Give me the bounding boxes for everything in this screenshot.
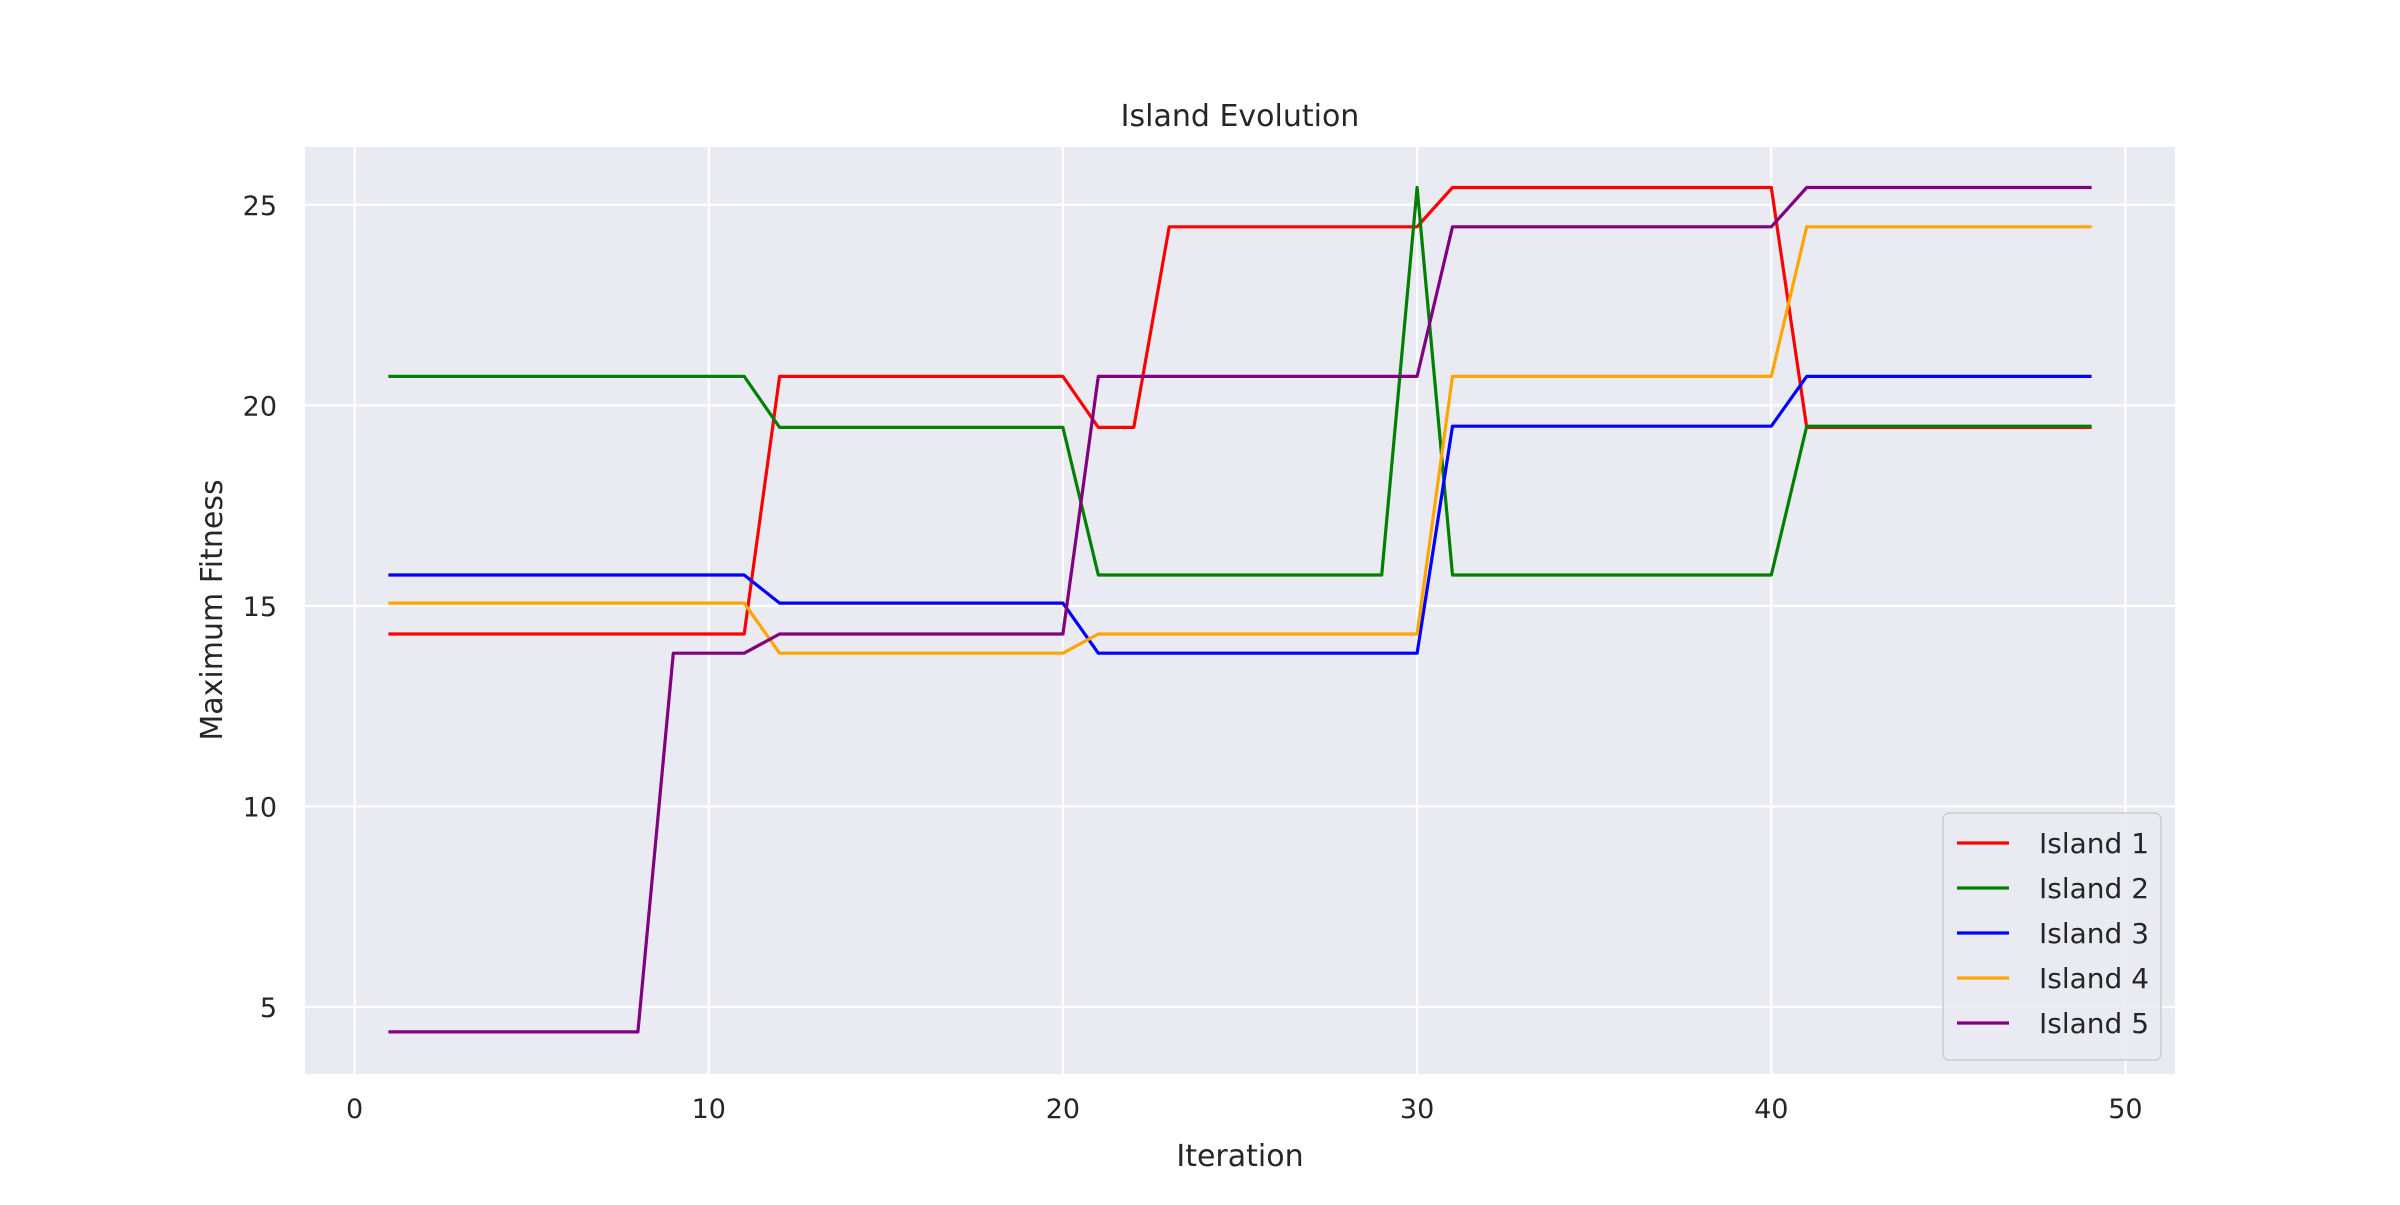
- series-line-2: [388, 185, 2092, 577]
- x-tick-label: 10: [692, 1094, 726, 1125]
- y-tick-label: 10: [243, 792, 277, 823]
- x-tick-label: 30: [1400, 1094, 1434, 1125]
- x-tick-label: 50: [2108, 1094, 2142, 1125]
- series-line-4: [388, 225, 2092, 655]
- x-axis-label: Iteration: [1176, 1139, 1303, 1174]
- legend-label: Island 4: [2039, 962, 2149, 995]
- series-line-3: [388, 374, 2092, 655]
- grid-lines: [305, 147, 2175, 1074]
- y-axis-label: Maximum Fitness: [195, 479, 230, 740]
- x-tick-label: 0: [346, 1094, 363, 1125]
- x-tick-label: 40: [1754, 1094, 1788, 1125]
- legend-label: Island 3: [2039, 917, 2149, 950]
- y-tick-label: 20: [243, 391, 277, 422]
- legend-box: [1942, 812, 2162, 1061]
- x-tick-labels: 0 10 20 30 40 50: [346, 1094, 2143, 1125]
- legend: Island 1 Island 2 Island 3 Island 4 Island 5: [1942, 812, 2162, 1061]
- legend-label: Island 2: [2039, 872, 2149, 905]
- y-tick-label: 5: [260, 993, 277, 1024]
- x-tick-label: 20: [1046, 1094, 1080, 1125]
- series-line-5: [388, 185, 2092, 1034]
- chart-title: Island Evolution: [1121, 99, 1360, 134]
- y-tick-label: 25: [243, 191, 277, 222]
- plot-background: [305, 147, 2175, 1074]
- legend-label: Island 5: [2039, 1007, 2149, 1040]
- y-tick-label: 15: [243, 592, 277, 623]
- y-tick-labels: 5 10 15 20 25: [243, 191, 277, 1024]
- legend-label: Island 1: [2039, 827, 2149, 860]
- series-lines: [388, 185, 2092, 1034]
